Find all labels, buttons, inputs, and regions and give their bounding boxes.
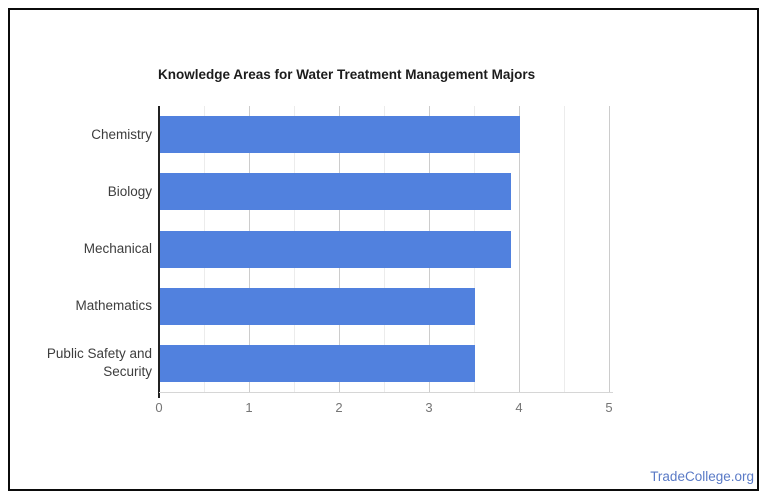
category-label-row: Mechanical bbox=[8, 220, 152, 277]
category-label-row: Chemistry bbox=[8, 106, 152, 163]
major-gridline bbox=[519, 106, 520, 392]
bar-chemistry bbox=[160, 116, 520, 154]
tradecollege-watermark-link[interactable]: TradeCollege.org bbox=[650, 469, 754, 484]
bar-biology bbox=[160, 173, 511, 211]
category-label-row: Public Safety and Security bbox=[8, 335, 152, 392]
category-label: Mathematics bbox=[75, 298, 152, 314]
minor-gridline bbox=[564, 106, 565, 392]
x-axis-line bbox=[159, 392, 613, 393]
bar-public-safety-and-security bbox=[160, 344, 475, 382]
x-tick-label: 5 bbox=[605, 400, 613, 415]
category-label-row: Biology bbox=[8, 163, 152, 220]
category-label-row: Mathematics bbox=[8, 278, 152, 335]
major-gridline bbox=[609, 106, 610, 392]
bar-mechanical bbox=[160, 230, 511, 268]
y-axis-line bbox=[158, 106, 160, 398]
category-label: Public Safety and Security bbox=[46, 346, 152, 380]
category-label: Biology bbox=[107, 183, 152, 199]
x-tick-label: 0 bbox=[155, 400, 163, 415]
x-tick-label: 3 bbox=[425, 400, 433, 415]
category-label: Mechanical bbox=[83, 240, 152, 256]
category-label: Chemistry bbox=[91, 126, 152, 142]
chart-title: Knowledge Areas for Water Treatment Mana… bbox=[158, 67, 536, 82]
x-tick-label: 1 bbox=[245, 400, 253, 415]
x-tick-label: 2 bbox=[335, 400, 343, 415]
bar-mathematics bbox=[160, 287, 475, 325]
x-tick-label: 4 bbox=[515, 400, 523, 415]
